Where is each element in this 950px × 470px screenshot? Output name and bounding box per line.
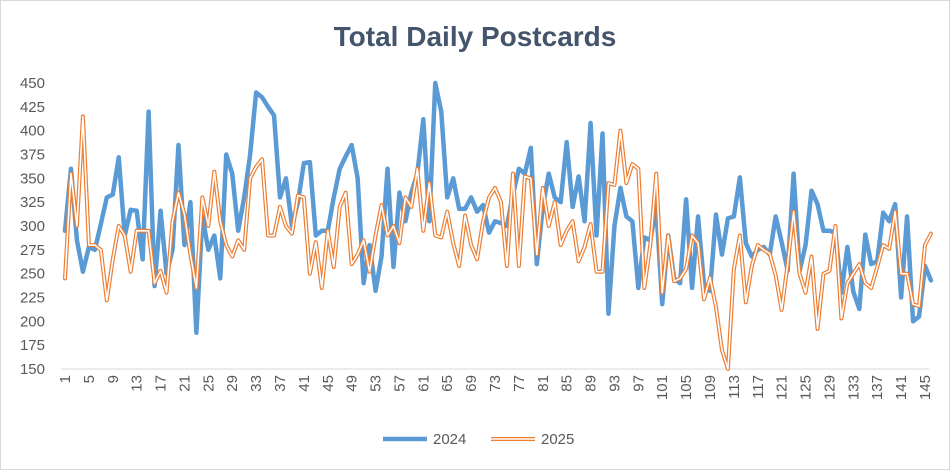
y-tick-label: 300 [20,218,45,235]
x-tick-label: 89 [583,375,600,392]
x-tick-label: 17 [153,375,170,392]
y-tick-label: 250 [20,266,45,283]
x-tick-label: 45 [320,375,337,392]
x-tick-label: 141 [893,375,910,400]
x-tick-label: 49 [344,375,361,392]
x-tick-label: 113 [726,375,743,399]
legend-label-2024: 2024 [433,431,466,448]
x-tick-label: 105 [678,375,695,400]
x-tick-label: 37 [272,375,289,392]
x-tick-label: 117 [750,375,767,399]
x-tick-label: 9 [105,375,122,383]
y-axis-labels: 150 175 200 225 250 275 300 325 350 375 400 425 450 [20,75,45,378]
x-tick-label: 121 [774,375,791,400]
x-tick-label: 5 [81,375,98,383]
y-tick-label: 400 [20,123,45,140]
x-tick-label: 81 [535,375,552,392]
x-tick-label: 21 [176,375,193,392]
y-tick-label: 375 [20,147,45,164]
series-line-2024 [62,80,934,336]
x-axis-labels: 1 5 9 13 17 21 25 29 33 37 41 45 49 53 57 61 65 69 73 77 81 8… [57,375,934,400]
y-tick-label: 200 [20,313,45,330]
x-tick-label: 41 [296,375,313,392]
x-tick-label: 93 [606,375,623,392]
x-tick-label: 25 [200,375,217,392]
x-tick-label: 125 [798,375,815,400]
x-tick-label: 129 [821,375,838,400]
legend: 2024 2025 [383,431,574,448]
y-tick-label: 150 [20,361,45,378]
x-tick-label: 137 [869,375,886,400]
x-tick-label: 29 [224,375,241,392]
series-line-2025-inner [64,115,932,370]
y-tick-label: 350 [20,170,45,187]
x-tick-label: 101 [654,375,671,400]
x-tick-label: 61 [415,375,432,392]
y-tick-label: 325 [20,194,45,211]
x-tick-label: 85 [559,375,576,392]
x-tick-label: 109 [702,375,719,400]
chart-title: Total Daily Postcards [333,21,617,52]
x-tick-label: 65 [439,375,456,392]
x-tick-label: 97 [630,375,647,392]
x-tick-label: 145 [917,375,934,400]
y-tick-label: 275 [20,242,45,259]
x-tick-label: 57 [391,375,408,392]
x-tick-label: 133 [845,375,862,400]
y-tick-label: 225 [20,290,45,307]
x-tick-label: 77 [511,375,528,392]
y-tick-label: 175 [20,337,45,354]
series-layer [62,80,934,371]
y-tick-label: 450 [20,75,45,92]
x-tick-label: 13 [129,375,146,392]
y-tick-label: 425 [20,99,45,116]
x-tick-label: 1 [57,375,74,383]
x-tick-label: 69 [463,375,480,392]
legend-label-2025: 2025 [541,431,574,448]
x-tick-label: 53 [368,375,385,392]
x-tick-label: 33 [248,375,265,392]
x-tick-label: 73 [487,375,504,392]
